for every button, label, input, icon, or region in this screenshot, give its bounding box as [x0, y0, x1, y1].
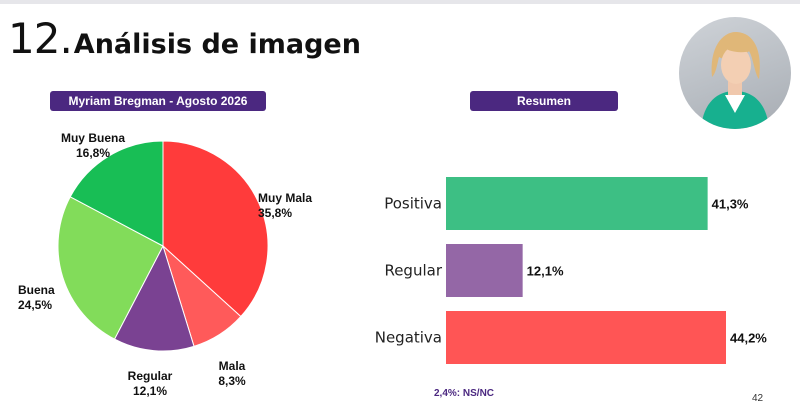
slide-title: Análisis de imagen	[73, 29, 361, 60]
pie-label-muy-mala: Muy Mala	[258, 191, 312, 205]
bar-value-negativa: 44,2%	[730, 331, 767, 346]
bar-positiva	[446, 177, 708, 230]
bar-value-positiva: 41,3%	[712, 197, 749, 212]
summary-panel-label: Resumen	[470, 91, 618, 111]
pie-panel-label: Myriam Bregman - Agosto 2026	[50, 91, 266, 111]
bar-negativa	[446, 311, 726, 364]
bar-regular	[446, 244, 523, 297]
page-number: 42	[752, 393, 764, 404]
bar-category-regular: Regular	[384, 262, 442, 280]
bar-value-regular: 12,1%	[527, 264, 564, 279]
pie-slice-muy-mala	[162, 140, 269, 318]
footnote: 2,4%: NS/NC	[434, 388, 495, 399]
top-divider	[0, 0, 800, 4]
pie-label-muy-buena: Muy Buena	[61, 131, 125, 145]
person-photo-icon	[701, 31, 769, 129]
pie-value-muy-buena: 16,8%	[76, 146, 110, 160]
summary-bar-chart: Positiva 41,3% Regular 12,1% Negativa 44,2%	[375, 177, 767, 364]
slide-number: 12.	[8, 14, 73, 63]
pie-slice-regular	[113, 244, 195, 352]
pie-label-regular: Regular	[128, 369, 173, 383]
pie-value-muy-mala: 35,8%	[258, 206, 292, 220]
bar-category-negativa: Negativa	[375, 329, 442, 347]
pie-label-buena: Buena	[18, 283, 55, 297]
pie-value-buena: 24,5%	[18, 298, 52, 312]
person-photo	[679, 17, 791, 129]
pie-label-mala: Mala	[219, 359, 246, 373]
pie-value-mala: 8,3%	[218, 374, 246, 388]
page-title: 12. Análisis de imagen	[8, 14, 361, 63]
pie-value-regular: 12,1%	[133, 384, 167, 398]
pie-slice-muy-buena	[69, 140, 164, 247]
bar-category-positiva: Positiva	[384, 195, 442, 213]
